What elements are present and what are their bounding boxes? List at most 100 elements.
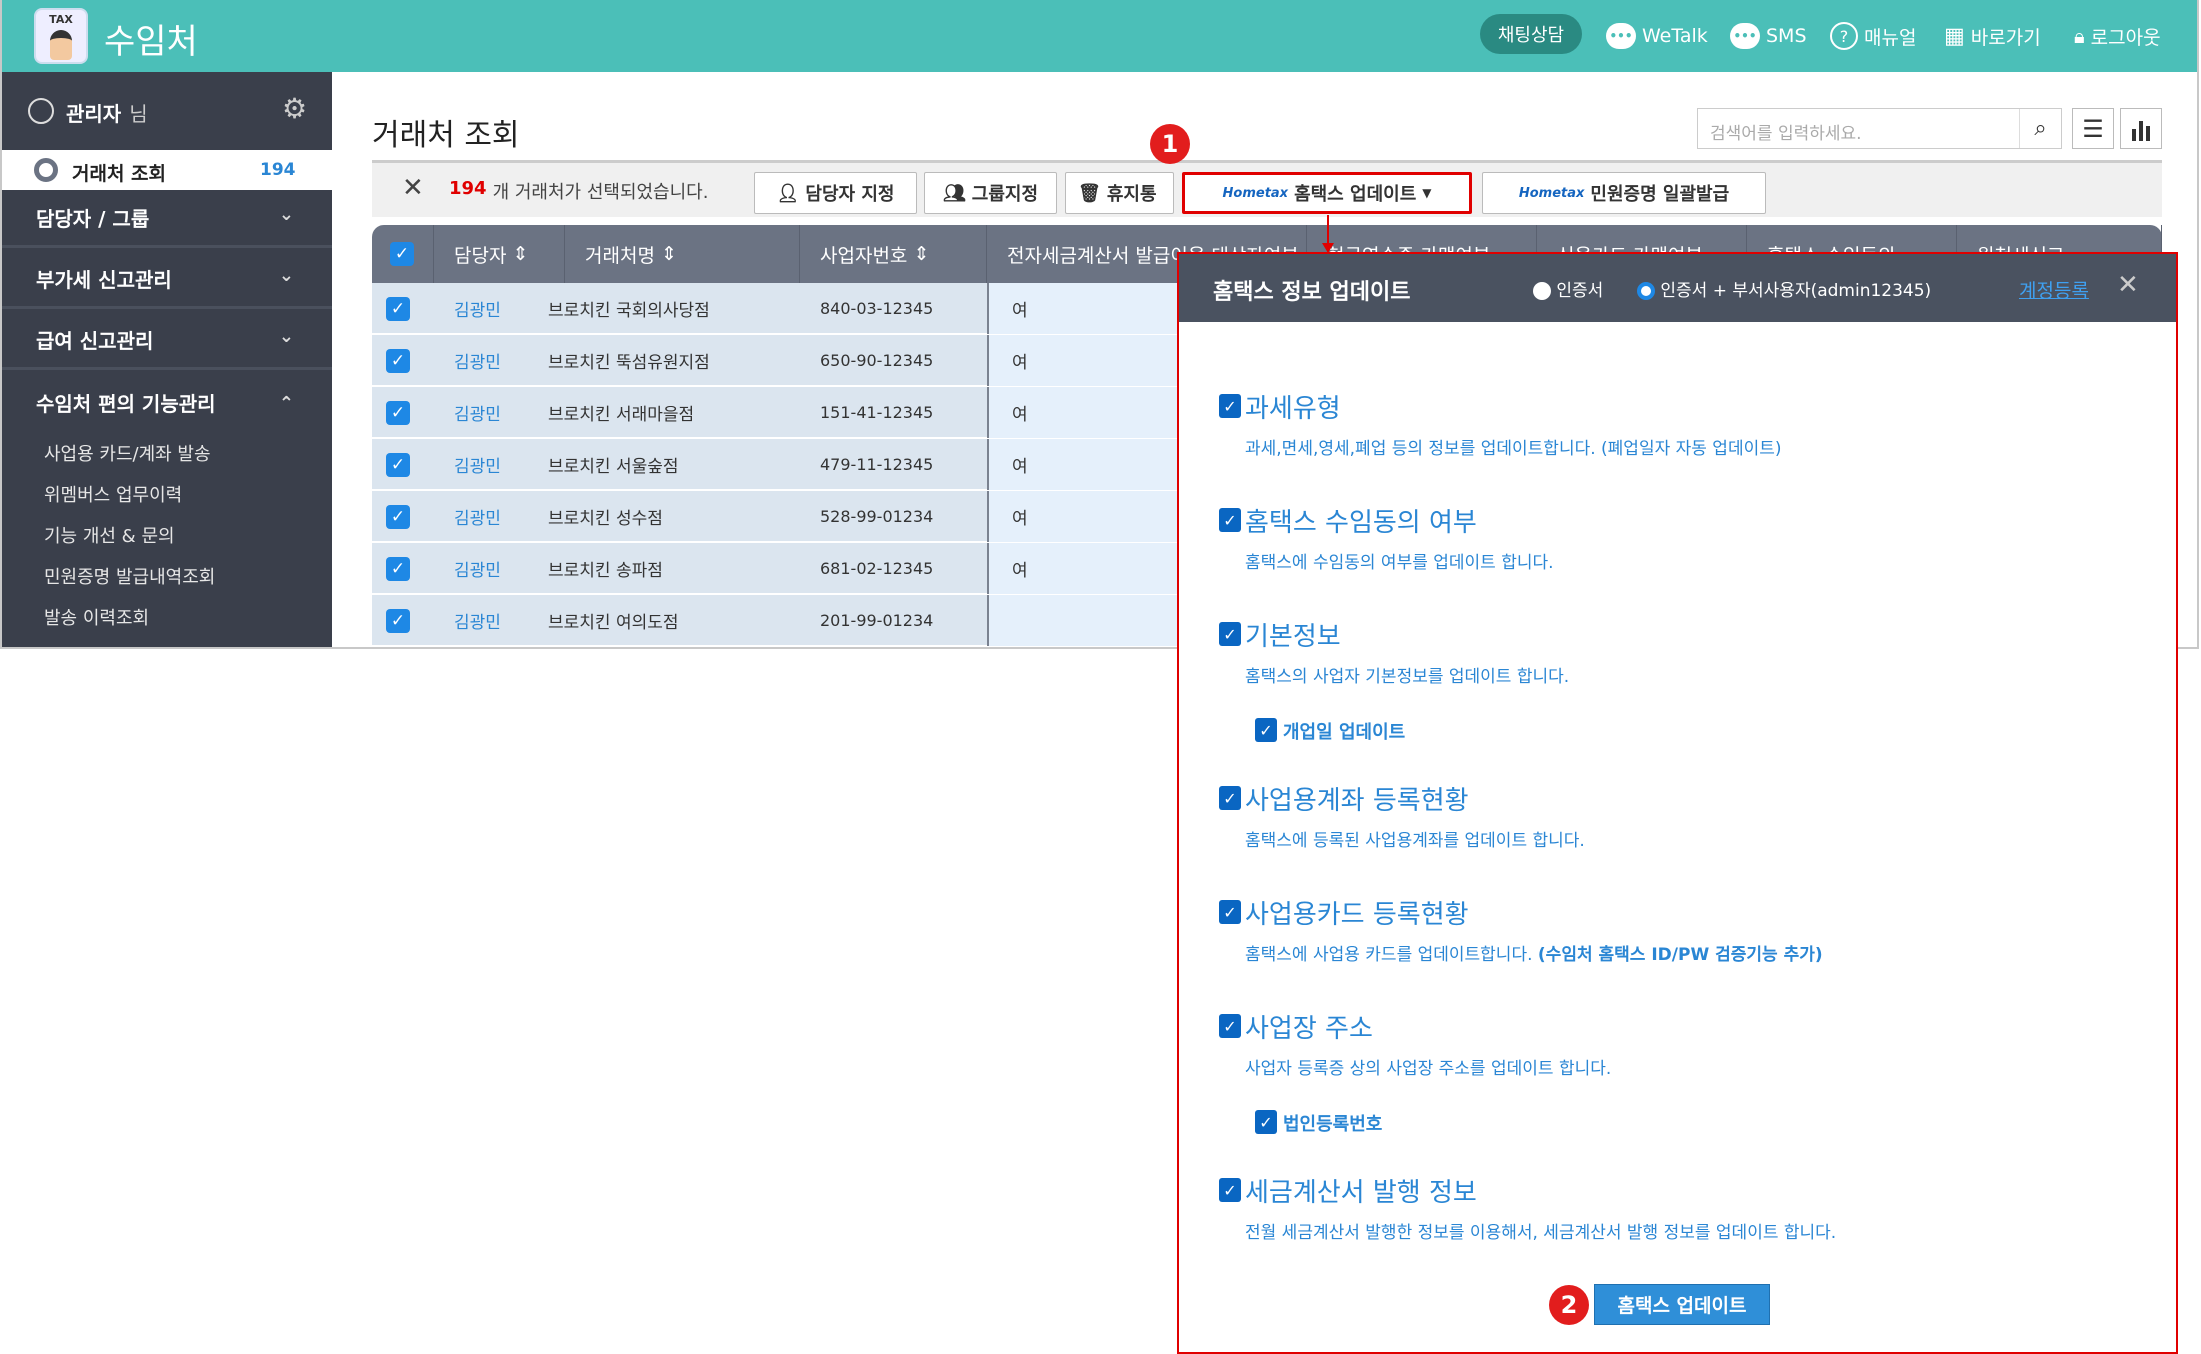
register-account-link[interactable]: 계정등록 [2019, 280, 2089, 302]
check-icon: ✓ [386, 608, 410, 633]
top-bar: TAX 수임처 채팅상담 ••• WeTalk ••• SMS ? 매뉴얼 ▦ 바로가기… [2, 0, 2197, 72]
einvoice-status: 여 [1012, 405, 1028, 425]
client-name: 브로치킨 뚝섬유원지점 [548, 353, 710, 373]
item-checkbox[interactable]: ✓ [1219, 622, 1241, 646]
business-number: 650-90-12345 [820, 351, 934, 370]
chat-bubble-icon: ••• [1730, 23, 1760, 49]
close-icon[interactable]: ✕ [402, 173, 424, 203]
list-view-icon[interactable]: ☰ [2072, 108, 2114, 149]
row-checkbox[interactable]: ✓ [386, 439, 410, 490]
shortcut-button[interactable]: ▦ 바로가기 [1944, 0, 2041, 72]
row-checkbox[interactable]: ✓ [386, 491, 410, 542]
item-checkbox[interactable]: ✓ [1219, 508, 1241, 532]
menu-label: 급여 신고관리 [36, 329, 154, 353]
check-icon: ✓ [390, 242, 414, 266]
grid-icon: ▦ [1944, 23, 1965, 49]
sms-button[interactable]: ••• SMS [1730, 0, 1807, 72]
assign-manager-button[interactable]: 👤︎ 담당자 지정 [754, 172, 917, 214]
row-checkbox[interactable]: ✓ [386, 543, 410, 594]
manager-link[interactable]: 김광민 [454, 405, 501, 425]
item-checkbox[interactable]: ✓ [1219, 394, 1241, 418]
manager-link[interactable]: 김광민 [454, 613, 501, 633]
column-bizno[interactable]: 사업자번호 ⇕ [800, 225, 987, 283]
item-description-text: 사업자 등록증 상의 사업장 주소를 업데이트 합니다. [1245, 1059, 1612, 1079]
sidebar-menu-manager-group[interactable]: 담당자 / 그룹 ⌄ [2, 190, 332, 248]
item-description-text: 홈택스에 등록된 사업용계좌를 업데이트 합니다. [1245, 831, 1585, 851]
assign-group-button[interactable]: 👥︎ 그룹지정 [924, 172, 1057, 214]
manual-button[interactable]: ? 매뉴얼 [1830, 0, 1916, 72]
user-profile: 관리자 님 ⚙ [2, 72, 332, 150]
sidebar-item-client-search[interactable]: 거래처 조회 194 [2, 150, 332, 190]
sidebar-menu-convenience[interactable]: 수임처 편의 기능관리 ⌃ [2, 373, 332, 431]
certificate-batch-button[interactable]: Hometax 민원증명 일괄발급 [1482, 172, 1766, 214]
sidebar-menu-payroll[interactable]: 급여 신고관리 ⌄ [2, 312, 332, 370]
button-label: 휴지통 [1106, 184, 1157, 205]
menu-label: 수임처 편의 기능관리 [36, 391, 216, 416]
step-badge-1: 1 [1150, 124, 1190, 164]
manager-link[interactable]: 김광민 [454, 301, 501, 321]
hometax-update-submit-button[interactable]: 홈택스 업데이트 [1594, 1284, 1770, 1325]
sidebar-subitem[interactable]: 기능 개선 & 문의 [44, 526, 175, 547]
client-name: 브로치킨 송파점 [548, 561, 663, 581]
sidebar-subitem[interactable]: 발송 이력조회 [44, 608, 150, 629]
sub-checkbox[interactable]: ✓ [1255, 718, 1277, 742]
item-description: 사업자 등록증 상의 사업장 주소를 업데이트 합니다. [1245, 1054, 1611, 1079]
step-badge-2: 2 [1549, 1285, 1589, 1325]
button-label: 민원증명 일괄발급 [1590, 184, 1730, 205]
chat-button[interactable]: 채팅상담 [1480, 14, 1582, 54]
close-icon[interactable]: ✕ [2117, 270, 2139, 300]
hometax-update-panel: 홈택스 정보 업데이트 인증서 인증서 + 부서사용자(admin12345) … [1177, 252, 2178, 1354]
item-description-text: 홈택스에 사업용 카드를 업데이트합니다. [1245, 945, 1533, 965]
row-checkbox[interactable]: ✓ [386, 335, 410, 386]
trash-button[interactable]: 🗑︎ 휴지통 [1065, 172, 1174, 214]
manager-link[interactable]: 김광민 [454, 561, 501, 581]
row-checkbox[interactable]: ✓ [386, 595, 410, 646]
hometax-logo: Hometax [1518, 185, 1585, 201]
sub-checkbox[interactable]: ✓ [1255, 1110, 1277, 1134]
search-input[interactable]: 검색어를 입력하세요. ⌕ [1697, 108, 2062, 149]
item-checkbox[interactable]: ✓ [1219, 786, 1241, 810]
item-checkbox[interactable]: ✓ [1219, 1014, 1241, 1038]
sort-icon: ⇕ [512, 243, 529, 265]
radio-certificate-dept-user[interactable]: 인증서 + 부서사용자(admin12345) [1637, 276, 1931, 301]
wetalk-button[interactable]: ••• WeTalk [1606, 0, 1708, 72]
radio-certificate[interactable]: 인증서 [1533, 276, 1603, 301]
chart-view-icon[interactable] [2120, 108, 2162, 149]
row-checkbox[interactable]: ✓ [386, 283, 410, 334]
lock-icon: 🔒︎ [2074, 24, 2085, 48]
sidebar-subitem[interactable]: 민원증명 발급내역조회 [44, 567, 216, 588]
row-checkbox[interactable]: ✓ [386, 387, 410, 438]
sort-icon: ⇕ [913, 243, 930, 265]
search-icon[interactable]: ⌕ [2019, 109, 2061, 148]
item-checkbox[interactable]: ✓ [1219, 1178, 1241, 1202]
einvoice-status: 여 [1012, 353, 1028, 373]
sidebar-subitem[interactable]: 위멤버스 업무이력 [44, 485, 183, 506]
sidebar-subitem[interactable]: 사업용 카드/계좌 발송 [44, 444, 211, 465]
manager-link[interactable]: 김광민 [454, 353, 501, 373]
user-greeting: 관리자 님 [66, 98, 148, 127]
column-name[interactable]: 거래처명 ⇕ [565, 225, 800, 283]
item-checkbox[interactable]: ✓ [1219, 900, 1241, 924]
hometax-update-button[interactable]: Hometax 홈택스 업데이트 ▼ [1182, 172, 1472, 214]
item-description-text: 과세,면세,영세,폐업 등의 정보를 업데이트합니다. (폐업일자 자동 업데이… [1245, 439, 1782, 459]
sub-item-label: 개업일 업데이트 [1283, 722, 1406, 743]
chat-bubble-icon: ••• [1606, 23, 1636, 49]
check-icon: ✓ [386, 348, 410, 373]
radio-selected-icon [1637, 282, 1655, 300]
logout-button[interactable]: 🔒︎ 로그아웃 [2074, 0, 2161, 72]
select-all-checkbox[interactable]: ✓ [372, 225, 434, 283]
check-icon: ✓ [386, 504, 410, 529]
column-manager[interactable]: 담당자 ⇕ [434, 225, 565, 283]
item-title: 홈택스 수임동의 여부 [1245, 508, 1477, 538]
chevron-down-icon: ⌄ [278, 204, 294, 225]
gear-icon[interactable]: ⚙ [282, 92, 308, 125]
manager-link[interactable]: 김광민 [454, 509, 501, 529]
item-title: 사업장 주소 [1245, 1014, 1373, 1044]
check-icon: ✓ [386, 556, 410, 581]
selected-count: 194 [449, 178, 487, 199]
einvoice-status: 여 [1012, 301, 1028, 321]
business-number: 528-99-01234 [820, 507, 934, 526]
manager-link[interactable]: 김광민 [454, 457, 501, 477]
logo[interactable]: TAX [34, 8, 88, 64]
sidebar-menu-vat[interactable]: 부가세 신고관리 ⌄ [2, 251, 332, 309]
